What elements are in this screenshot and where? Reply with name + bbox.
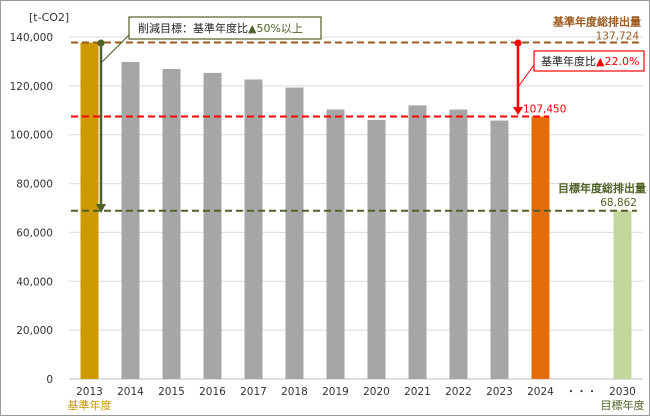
bar-2013	[80, 42, 99, 380]
x-tick-label: 2030	[609, 386, 636, 398]
target-total-label: 目標年度総排出量	[558, 181, 646, 195]
current-callout-text: 基準年度比▲22.0%	[541, 54, 639, 68]
x-tick-label: 2016	[199, 386, 226, 398]
x-tick-label: 2013	[76, 386, 103, 398]
current-arrow-head-icon	[513, 107, 523, 115]
y-tick-label: 100,000	[10, 130, 53, 142]
x-tick-label: 2023	[486, 386, 513, 398]
bar-2016	[203, 72, 222, 379]
y-tick-label: 60,000	[16, 227, 53, 239]
y-tick-label: 140,000	[10, 32, 53, 44]
x-tick-label: 2022	[445, 386, 472, 398]
x-tick-label: 2020	[363, 386, 390, 398]
bar-2015	[162, 69, 181, 379]
x-tick-label: 2015	[158, 386, 185, 398]
target-callout-text: 削減目標：基準年度比▲50%以上	[138, 21, 303, 35]
bar-2023	[490, 120, 509, 379]
x-tick-label: ・・・	[566, 386, 598, 398]
current-callout-leader	[517, 64, 535, 88]
x-tick-label: 2024	[527, 386, 554, 398]
base-year-label: 基準年度	[68, 398, 112, 412]
y-axis-label: [t-CO2]	[29, 11, 69, 24]
x-tick-label: 2019	[322, 386, 349, 398]
target-arrow-start	[97, 39, 105, 47]
current-callout-box	[533, 50, 645, 72]
target-year-label: 目標年度	[601, 398, 645, 412]
target-arrow-head-icon	[96, 204, 106, 213]
y-tick-label: 80,000	[16, 179, 53, 191]
bar-2030	[613, 210, 632, 379]
y-tick-label: 120,000	[10, 81, 53, 93]
target-total-value: 68,862	[600, 197, 637, 209]
x-tick-label: 2018	[281, 386, 308, 398]
bar-2021	[408, 105, 427, 380]
x-tick-label: 2017	[240, 386, 267, 398]
base-total-label: 基準年度総排出量	[552, 15, 641, 29]
target-callout-leader	[100, 34, 130, 64]
y-tick-label: 20,000	[16, 325, 53, 337]
bar-2024	[531, 116, 550, 379]
bar-2020	[367, 120, 386, 380]
bar-2014	[121, 61, 140, 379]
bar-2018	[285, 87, 304, 380]
x-tick-label: 2021	[404, 386, 431, 398]
bar-2017	[244, 79, 263, 380]
y-tick-label: 0	[46, 374, 53, 386]
current-arrow-start	[514, 39, 522, 47]
current-total-value: 107,450	[523, 104, 566, 116]
y-tick-label: 40,000	[16, 276, 53, 288]
bar-2022	[449, 109, 468, 379]
x-tick-label: 2014	[117, 386, 144, 398]
target-callout-box	[128, 16, 322, 40]
base-total-value: 137,724	[596, 31, 640, 43]
bar-2019	[326, 109, 345, 379]
